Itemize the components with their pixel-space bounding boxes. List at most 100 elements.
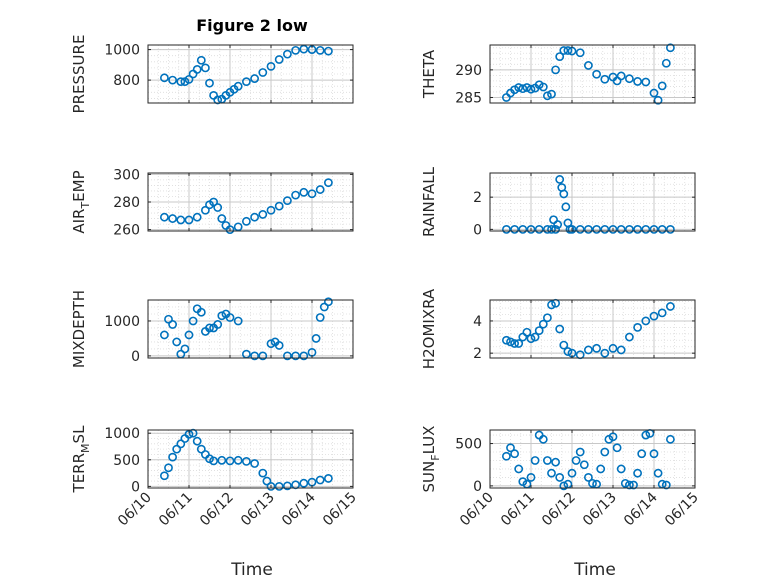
data-point <box>530 456 540 465</box>
data-point <box>620 478 630 488</box>
data-point <box>266 205 276 215</box>
data-point <box>633 468 642 478</box>
data-point <box>555 52 565 61</box>
x-tick-label: 06/12 <box>539 490 579 530</box>
data-point <box>657 308 667 318</box>
data-point <box>649 311 659 321</box>
data-point <box>543 456 552 465</box>
data-point <box>323 474 333 483</box>
data-point <box>526 334 536 344</box>
data-point <box>559 340 569 350</box>
data-point <box>213 95 223 105</box>
data-point <box>641 316 651 326</box>
data-point <box>625 74 634 84</box>
data-point <box>575 48 585 58</box>
data-point <box>315 313 325 322</box>
data-point <box>553 220 563 229</box>
data-point <box>616 345 626 355</box>
x-tick-label: 06/11 <box>498 490 538 530</box>
data-point <box>666 302 675 311</box>
data-point <box>506 337 515 347</box>
y-tick-label: 500 <box>113 453 140 469</box>
data-point <box>625 480 634 490</box>
data-point <box>555 324 565 334</box>
data-point <box>534 224 544 234</box>
y-axis-label: THETA <box>420 49 438 99</box>
data-point <box>596 464 606 474</box>
data-point <box>551 65 560 75</box>
data-point <box>299 478 309 488</box>
data-point <box>209 197 218 207</box>
data-point <box>282 196 292 206</box>
data-point <box>510 449 519 459</box>
data-point <box>291 45 300 55</box>
data-point <box>514 83 524 92</box>
x-tick-label: 06/13 <box>238 490 278 530</box>
x-tick-label: 06/10 <box>457 490 497 530</box>
data-point <box>559 46 569 55</box>
x-tick-label: 06/12 <box>197 490 237 530</box>
y-axis-label: AIRTEMP <box>70 170 92 233</box>
data-point <box>600 447 610 457</box>
data-point <box>567 468 577 478</box>
data-point <box>258 351 268 361</box>
data-point <box>205 323 214 333</box>
data-point <box>551 457 560 467</box>
data-point <box>641 430 651 440</box>
data-point <box>258 468 268 478</box>
data-point <box>176 439 186 449</box>
data-point <box>299 351 309 361</box>
data-point <box>637 449 647 459</box>
data-point <box>518 84 528 94</box>
data-point <box>518 224 528 234</box>
data-point <box>592 224 601 234</box>
data-point <box>559 189 569 199</box>
data-point <box>323 178 333 188</box>
data-point <box>514 464 524 474</box>
data-point <box>213 320 223 329</box>
data-point <box>200 205 210 215</box>
data-point <box>192 65 202 74</box>
data-point <box>616 71 626 81</box>
y-tick-label: 800 <box>113 73 140 89</box>
data-point <box>600 224 610 234</box>
data-point <box>241 456 251 466</box>
data-point <box>633 224 642 234</box>
data-point <box>200 63 210 73</box>
data-point <box>266 61 276 71</box>
data-point <box>633 77 642 86</box>
data-point <box>213 203 223 212</box>
data-point <box>164 463 173 473</box>
data-point <box>584 345 593 355</box>
data-point <box>555 473 565 482</box>
y-tick-label: 2 <box>473 346 482 362</box>
data-point <box>311 334 321 343</box>
data-point <box>188 316 198 326</box>
data-point <box>258 68 268 77</box>
data-point <box>315 475 325 485</box>
data-point <box>282 481 292 491</box>
data-point <box>547 300 556 310</box>
data-point <box>649 88 659 98</box>
data-point <box>250 212 259 222</box>
data-point <box>506 443 515 453</box>
data-point <box>209 456 218 466</box>
data-point <box>159 471 169 481</box>
data-point <box>555 175 565 184</box>
x-tick-label: 06/14 <box>279 489 319 529</box>
data-point <box>526 84 536 94</box>
data-point <box>217 455 227 465</box>
data-point <box>299 187 309 197</box>
data-point <box>192 212 202 222</box>
data-point <box>258 210 268 219</box>
data-point <box>653 468 663 478</box>
data-point <box>629 480 638 490</box>
y-axis-label: PRESSURE <box>70 35 88 114</box>
y-tick-label: 285 <box>455 90 482 106</box>
data-point <box>159 73 169 83</box>
data-point <box>584 473 593 482</box>
panel-rainfall: 0 2 RAINFALL <box>420 166 696 238</box>
data-point <box>551 224 560 234</box>
data-point <box>547 468 556 478</box>
data-point <box>266 482 276 491</box>
